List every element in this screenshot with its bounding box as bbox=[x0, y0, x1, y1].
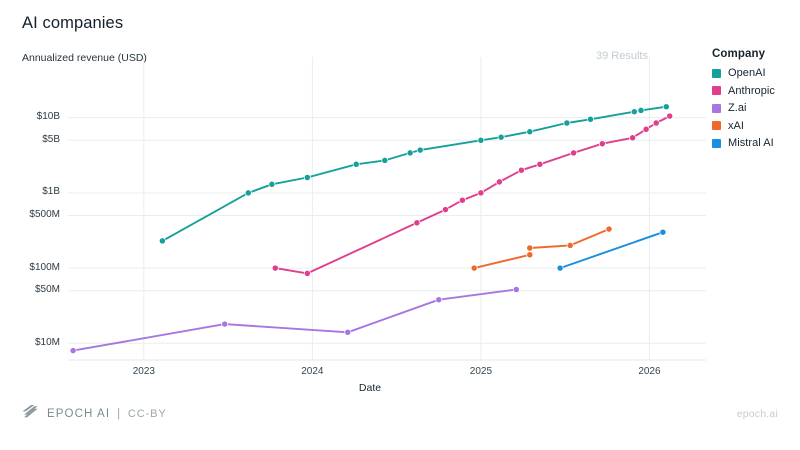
data-point[interactable] bbox=[495, 178, 503, 186]
series-line bbox=[72, 288, 518, 352]
series-anthropic[interactable] bbox=[271, 112, 674, 277]
legend-item-label: OpenAI bbox=[728, 67, 766, 79]
data-point[interactable] bbox=[244, 189, 252, 197]
results-count: 39 Results bbox=[596, 50, 648, 62]
data-point[interactable] bbox=[536, 160, 544, 168]
y-tick-label: $10M bbox=[34, 336, 60, 348]
y-tick-label: $5B bbox=[42, 133, 60, 145]
legend-item-label: xAI bbox=[728, 119, 745, 132]
legend-title: Company bbox=[712, 48, 766, 60]
legend-swatch-icon bbox=[712, 121, 721, 130]
data-point[interactable] bbox=[563, 119, 571, 127]
data-point[interactable] bbox=[666, 112, 674, 120]
legend-item-xai[interactable]: xAI bbox=[712, 120, 798, 132]
data-point[interactable] bbox=[637, 106, 645, 114]
brand-name: EPOCH AI bbox=[47, 408, 111, 420]
data-point[interactable] bbox=[642, 125, 650, 133]
x-tick-label: 2026 bbox=[638, 366, 661, 377]
legend-swatch-icon bbox=[712, 138, 721, 148]
data-point[interactable] bbox=[512, 286, 520, 293]
series-mistral-ai[interactable] bbox=[556, 228, 667, 272]
data-point[interactable] bbox=[406, 149, 414, 157]
data-point[interactable] bbox=[556, 264, 564, 272]
data-point[interactable] bbox=[598, 140, 606, 148]
data-point[interactable] bbox=[659, 228, 667, 236]
legend-item-label: Z.ai bbox=[728, 102, 747, 114]
legend-swatch-icon bbox=[712, 68, 721, 78]
x-tick-label: 2023 bbox=[132, 366, 155, 377]
data-point[interactable] bbox=[526, 251, 534, 259]
data-point[interactable] bbox=[303, 174, 311, 181]
data-point[interactable] bbox=[526, 128, 534, 136]
data-point[interactable] bbox=[271, 264, 279, 272]
data-point[interactable] bbox=[344, 328, 352, 336]
data-point[interactable] bbox=[381, 156, 389, 164]
data-point[interactable] bbox=[629, 134, 637, 142]
data-point[interactable] bbox=[352, 160, 360, 168]
site-url: epoch.ai bbox=[736, 408, 778, 420]
y-tick-label: $50M bbox=[34, 284, 60, 296]
data-point[interactable] bbox=[497, 133, 505, 141]
data-point[interactable] bbox=[435, 296, 443, 304]
epoch-logo-icon bbox=[22, 403, 40, 423]
legend-item-label: Anthropic bbox=[728, 84, 775, 97]
data-point[interactable] bbox=[526, 244, 534, 252]
data-point[interactable] bbox=[477, 189, 485, 197]
series-z-ai[interactable] bbox=[69, 286, 520, 355]
y-tick-label: $500M bbox=[29, 209, 60, 220]
license-label: CC-BY bbox=[127, 408, 167, 420]
x-tick-label: 2025 bbox=[469, 366, 493, 377]
series-openai[interactable] bbox=[158, 103, 670, 245]
data-point[interactable] bbox=[605, 225, 613, 233]
brand-separator: | bbox=[117, 408, 121, 420]
data-point[interactable] bbox=[652, 119, 660, 127]
y-axis-caption: Annualized revenue (USD) bbox=[22, 52, 147, 64]
data-point[interactable] bbox=[566, 241, 574, 249]
series-xai[interactable] bbox=[470, 225, 613, 272]
y-tick-label: $10B bbox=[36, 111, 60, 123]
page-title: AI companies bbox=[22, 14, 124, 32]
legend-item-openai[interactable]: OpenAI bbox=[712, 67, 798, 79]
x-tick-label: 2024 bbox=[301, 366, 324, 377]
data-point[interactable] bbox=[458, 196, 466, 204]
legend-item-mistral-ai[interactable]: Mistral AI bbox=[712, 137, 798, 149]
data-point[interactable] bbox=[630, 108, 638, 116]
data-point[interactable] bbox=[477, 136, 485, 144]
y-tick-label: $100M bbox=[29, 261, 60, 273]
y-tick-label: $1B bbox=[42, 186, 60, 198]
legend-swatch-icon bbox=[712, 86, 721, 95]
series-line bbox=[559, 231, 664, 270]
data-point[interactable] bbox=[662, 103, 670, 111]
data-point[interactable] bbox=[517, 166, 525, 174]
legend-item-label: Mistral AI bbox=[728, 137, 774, 149]
data-point[interactable] bbox=[158, 237, 166, 245]
data-point[interactable] bbox=[413, 219, 421, 227]
data-point[interactable] bbox=[442, 206, 449, 214]
data-point[interactable] bbox=[221, 320, 229, 328]
series-line bbox=[473, 228, 610, 270]
legend: Company OpenAI Anthropic Z.ai xAI Mistral AI bbox=[712, 48, 798, 155]
legend-items: OpenAI Anthropic Z.ai xAI Mistral AI bbox=[712, 67, 798, 149]
data-point[interactable] bbox=[416, 146, 424, 154]
footer-brand: EPOCH AI | CC-BY bbox=[22, 403, 167, 423]
data-point[interactable] bbox=[303, 269, 311, 277]
data-point[interactable] bbox=[570, 149, 578, 157]
data-point[interactable] bbox=[587, 115, 594, 123]
data-point[interactable] bbox=[69, 347, 77, 355]
data-point[interactable] bbox=[268, 180, 276, 188]
legend-item-z-ai[interactable]: Z.ai bbox=[712, 102, 798, 114]
x-axis-caption: Date bbox=[358, 382, 382, 394]
data-point[interactable] bbox=[470, 264, 478, 272]
series-line bbox=[161, 105, 668, 242]
legend-item-anthropic[interactable]: Anthropic bbox=[712, 85, 798, 97]
legend-swatch-icon bbox=[712, 103, 721, 113]
